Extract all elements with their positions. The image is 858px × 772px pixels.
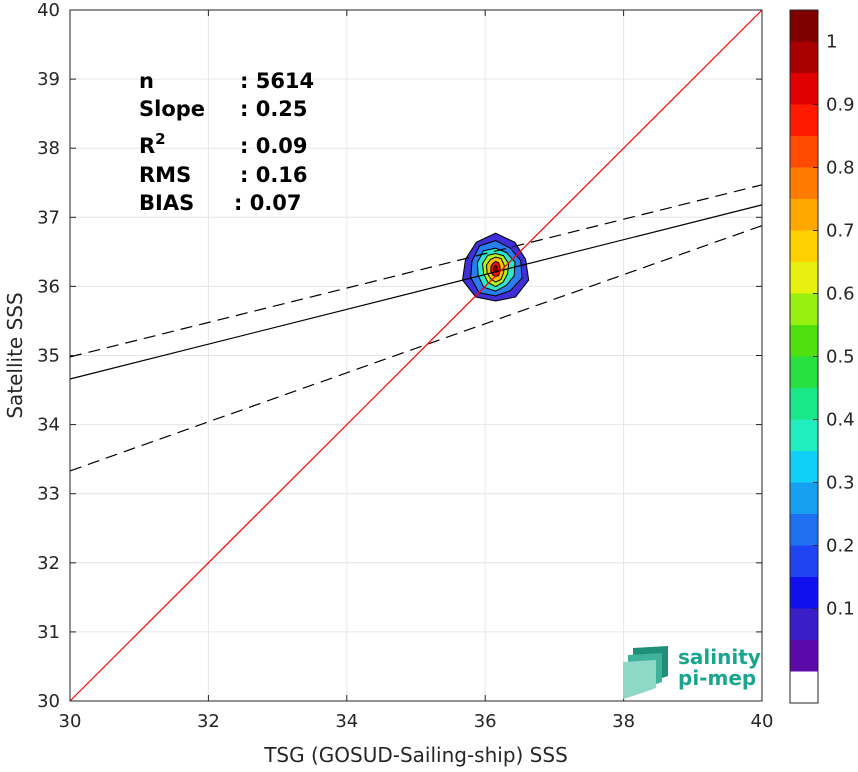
stat-value: : 0.25	[240, 97, 308, 121]
regression-lines	[69, 9, 763, 702]
stat-name: RMS	[139, 163, 191, 187]
stat-name: BIAS	[139, 191, 194, 215]
stat-name: Slope	[139, 97, 205, 121]
y-tick-label: 37	[37, 207, 60, 228]
colorbar-tick-label: 0.6	[826, 284, 855, 305]
colorbar-tick-label: 0.5	[826, 347, 855, 368]
colorbar-segment	[790, 577, 818, 609]
regression-line	[69, 204, 763, 380]
colorbar-segment	[790, 388, 818, 420]
colorbar-segment	[790, 451, 818, 483]
y-tick-label: 39	[37, 69, 60, 90]
colorbar-segment	[790, 293, 818, 326]
colorbar-segment	[790, 10, 818, 42]
y-tick-label: 30	[37, 691, 60, 712]
colorbar-tick-label: 0.4	[826, 410, 855, 431]
colorbar-segment	[790, 640, 818, 672]
colorbar-segment	[790, 230, 818, 263]
stat-value: : 0.07	[234, 191, 302, 215]
axis-ticks: 30 32 34 36 38 40 30 31 32 33 34 35 36 37 38 39 40	[37, 0, 773, 732]
identity-line	[69, 9, 763, 702]
colorbar-tick-label: 0.3	[826, 473, 855, 494]
stats-box: n : 5614 Slope : 0.25 R2 : 0.09 RMS : 0.16 BIAS:…	[139, 69, 314, 215]
colorbar-segment	[790, 482, 818, 515]
colorbar-segment	[790, 73, 818, 105]
x-tick-label: 38	[612, 711, 635, 732]
stat-name: n	[139, 69, 154, 93]
colorbar-segment	[790, 419, 818, 452]
y-tick-label: 31	[37, 622, 60, 643]
colorbar: 0.1 0.2 0.3 0.4 0.5 0.6 0.7 0.8 0.9 1	[789, 9, 855, 704]
x-tick-label: 32	[197, 711, 220, 732]
colorbar-segment	[790, 262, 818, 294]
colorbar-segment	[790, 671, 818, 704]
colorbar-tick-label: 0.7	[826, 221, 855, 242]
colorbar-segment	[790, 167, 818, 200]
colorbar-tick-label: 0.2	[826, 536, 855, 557]
colorbar-segment	[790, 356, 818, 389]
x-tick-label: 30	[59, 711, 82, 732]
stat-value: : 0.16	[240, 163, 308, 187]
x-axis-label: TSG (GOSUD-Sailing-ship) SSS	[263, 743, 568, 767]
stat-name: R2	[139, 130, 166, 158]
stat-superscript: 2	[155, 130, 165, 148]
regression-lower-bound	[69, 225, 763, 472]
y-tick-label: 36	[37, 276, 60, 297]
x-tick-label: 34	[335, 711, 358, 732]
y-tick-label: 32	[37, 553, 60, 574]
x-tick-label: 36	[474, 711, 497, 732]
colorbar-tick-label: 1	[826, 32, 837, 53]
stat-value: : 5614	[240, 69, 314, 93]
wave-logo-icon	[623, 646, 668, 699]
colorbar-tick-label: 0.1	[826, 599, 855, 620]
logo-text-pimep: pi-mep	[678, 666, 756, 690]
colorbar-segment	[790, 199, 818, 231]
colorbar-segment	[790, 514, 818, 546]
stat-value: : 0.09	[240, 134, 308, 158]
colorbar-segment	[790, 104, 818, 137]
x-tick-label: 40	[751, 711, 774, 732]
colorbar-tick-label: 0.9	[826, 95, 855, 116]
colorbar-segment	[790, 545, 818, 578]
colorbar-segment	[790, 136, 818, 168]
colorbar-segment	[790, 325, 818, 357]
y-tick-label: 38	[37, 138, 60, 159]
colorbar-segment	[790, 41, 818, 74]
y-tick-label: 33	[37, 484, 60, 505]
y-tick-label: 35	[37, 346, 60, 367]
logo-text-salinity: salinity	[678, 645, 761, 669]
salinity-pimep-logo: salinity pi-mep	[623, 645, 761, 699]
regression-upper-bound	[69, 184, 763, 358]
colorbar-segment	[790, 608, 818, 641]
y-tick-label: 40	[37, 0, 60, 21]
y-tick-label: 34	[37, 415, 60, 436]
density-contours	[461, 232, 530, 302]
y-axis-label: Satellite SSS	[3, 292, 27, 418]
colorbar-tick-label: 0.8	[826, 158, 855, 179]
